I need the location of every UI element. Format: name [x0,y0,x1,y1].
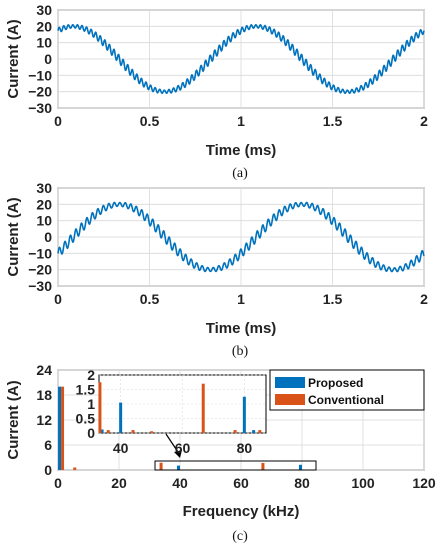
legend-label-conventional: Conventional [308,393,384,407]
panel-a-grid [57,9,425,109]
a-y-tick-label: 30 [36,2,52,18]
a-y-tick-label: 20 [36,18,52,34]
b-y-tick-label: −10 [28,245,52,261]
inset-bar-proposed [119,402,123,433]
a-x-tick-label: 1 [237,113,245,129]
a-x-tick-label: 0.5 [140,113,160,129]
a-y-tick-label: 10 [36,35,52,51]
inset-y-tick-label: 2 [87,367,95,383]
bar-conventional [159,462,163,470]
inset-y-ticks: 21.510.50 [76,367,96,441]
inset-bar-conventional [258,430,262,433]
inset-bar-conventional [106,430,110,433]
panel-a-current-trace [57,24,425,95]
a-y-tick-label: −20 [28,84,52,100]
inset-y-tick-label: 1 [87,396,95,412]
inset-bar-conventional [201,383,205,433]
b-x-tick-label: 0 [54,291,62,307]
inset-bar-conventional [233,430,237,433]
panel-c-y-ticks: 24 18 12 6 0 [36,362,52,478]
panel-b-caption: (b) [232,344,249,359]
c-x-tick-label: 100 [351,475,375,491]
b-y-tick-label: 20 [36,196,52,212]
bar-proposed [58,386,62,470]
inset-bars [98,382,262,433]
inset-x-tick-label: 80 [237,440,253,456]
inset-chart: 21.510.50 40 60 80 [76,367,267,456]
b-x-tick-label: 0.5 [140,291,160,307]
c-x-tick-label: 40 [172,475,188,491]
c-y-tick-label: 12 [36,412,52,428]
c-x-tick-label: 0 [54,475,62,491]
b-y-tick-label: 0 [44,229,52,245]
panel-b-x-label: Time (ms) [206,320,277,337]
a-y-tick-label: −10 [28,67,52,83]
zoom-arrow-head [174,450,182,458]
inset-x-tick-label: 60 [175,440,191,456]
bar-conventional [61,386,65,470]
inset-bar-proposed [100,429,104,433]
panel-b-y-label: Current (A) [5,197,22,276]
panel-a-x-label: Time (ms) [206,142,277,159]
inset-bar-conventional [98,382,102,433]
panel-c-caption: (c) [232,529,248,544]
bar-conventional [73,467,77,470]
b-y-tick-label: 30 [36,180,52,196]
panel-a-x-ticks: 0 0.5 1 1.5 2 [54,113,428,129]
a-y-tick-label: −30 [28,100,52,116]
a-x-tick-label: 0 [54,113,62,129]
inset-x-ticks: 40 60 80 [113,440,252,456]
bar-proposed [177,465,180,470]
inset-y-tick-label: 0 [87,425,95,441]
b-y-tick-label: −20 [28,262,52,278]
panel-a-caption: (a) [232,166,248,181]
panel-c-bars [58,386,302,470]
c-x-tick-label: 60 [233,475,249,491]
bar-conventional [261,462,265,470]
inset-bar-proposed [242,396,246,433]
a-y-tick-label: 0 [44,51,52,67]
panel-c-y-label: Current (A) [5,380,22,459]
b-x-tick-label: 2 [420,291,428,307]
inset-x-tick-label: 40 [113,440,129,456]
c-y-tick-label: 24 [36,362,52,378]
zoom-region-box [154,460,317,471]
panel-a-y-label: Current (A) [5,19,22,98]
legend: Proposed Conventional [269,369,425,411]
b-y-tick-label: 10 [36,213,52,229]
inset-y-tick-label: 1.5 [76,382,96,398]
panel-c-x-ticks: 0 20 40 60 80 100 120 [54,475,436,491]
inset-bar-conventional [131,430,135,433]
b-y-tick-label: −30 [28,278,52,294]
c-x-tick-label: 80 [294,475,310,491]
inset-bar-proposed [252,430,256,433]
legend-swatch-proposed [275,377,305,388]
panel-c-x-label: Frequency (kHz) [183,503,300,520]
panel-b-x-ticks: 0 0.5 1 1.5 2 [54,291,428,307]
inset-y-tick-label: 0.5 [76,411,96,427]
c-y-tick-label: 18 [36,387,52,403]
legend-label-proposed: Proposed [308,376,363,390]
inset-bar-conventional [150,431,154,433]
b-x-tick-label: 1.5 [323,291,343,307]
a-x-tick-label: 1.5 [323,113,343,129]
legend-swatch-conventional [275,394,305,405]
b-x-tick-label: 1 [237,291,245,307]
bar-proposed [299,464,302,470]
panel-b-current-trace [57,201,425,273]
c-y-tick-label: 6 [44,437,52,453]
c-x-tick-label: 20 [111,475,127,491]
c-x-tick-label: 120 [412,475,436,491]
a-x-tick-label: 2 [420,113,428,129]
c-y-tick-label: 0 [44,462,52,478]
